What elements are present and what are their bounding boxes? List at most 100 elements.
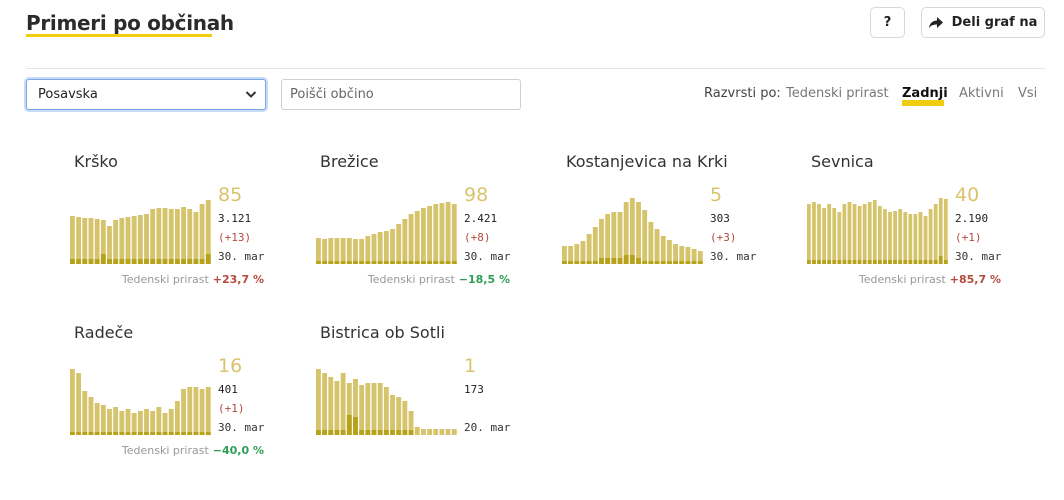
chart-bar-segment	[322, 430, 328, 435]
chart-bar	[451, 204, 457, 264]
chart-bar	[928, 209, 933, 264]
municipality-card[interactable]: Bistrica ob Sotli 1 173 20. mar	[316, 323, 540, 483]
chart-bar-segment	[862, 260, 867, 264]
chart-bar-segment	[383, 261, 389, 264]
chart-bar-segment	[322, 261, 328, 264]
chart-bar-segment	[205, 254, 211, 264]
municipality-card[interactable]: Sevnica 40 2.190 (+1) 30. mar Tedenski priras…	[807, 152, 1031, 312]
chart-bar	[131, 413, 137, 435]
municipality-card[interactable]: Krško 85 3.121 (+13) 30. mar Tedenski prirast…	[70, 152, 294, 312]
sort-option-latest[interactable]: Zadnji	[902, 86, 948, 101]
chart-bar	[205, 387, 211, 435]
municipality-card[interactable]: Radeče 16 401 (+1) 30. mar Tedenski prirast −4…	[70, 323, 294, 483]
latest-value: 1	[464, 355, 477, 377]
chart-bar	[187, 209, 193, 264]
chart-bar	[125, 217, 131, 264]
chart-bar	[903, 212, 908, 264]
chart-bar-segment	[359, 430, 365, 435]
chart-bar	[660, 236, 666, 264]
chart-bar	[888, 212, 892, 264]
chart-bar-segment	[100, 432, 106, 435]
municipality-name: Radeče	[74, 323, 134, 342]
sort-option-all[interactable]: Vsi	[1018, 86, 1038, 101]
chart-bar	[125, 409, 131, 435]
chart-bar	[156, 208, 162, 264]
chart-bar	[908, 214, 913, 264]
weekly-growth-label: Tedenski prirast	[367, 273, 455, 286]
chart-bar-segment	[396, 261, 402, 264]
chart-bar	[328, 238, 334, 264]
chart-bar-segment	[328, 261, 334, 264]
chart-bar	[100, 405, 106, 435]
municipality-card[interactable]: Kostanjevica na Krki 5 303 (+3) 30. mar	[562, 152, 786, 312]
chart-bar	[322, 239, 328, 264]
chart-bar	[119, 411, 125, 435]
region-select[interactable]: Posavska	[26, 79, 266, 110]
chart-bar-segment	[76, 259, 82, 264]
daily-delta: (+1)	[955, 231, 982, 244]
chart-bar-segment	[918, 260, 923, 264]
chevron-down-icon	[245, 91, 257, 98]
chart-bar	[82, 391, 88, 435]
chart-bar	[812, 202, 816, 264]
chart-bar	[193, 212, 199, 264]
chart-bar	[137, 215, 143, 264]
chart-bar	[842, 204, 847, 264]
help-button-label: ?	[883, 15, 892, 30]
help-button[interactable]: ?	[870, 7, 905, 38]
chart-bar-segment	[150, 432, 156, 435]
chart-bar-segment	[390, 430, 395, 435]
chart-bar	[574, 244, 580, 264]
municipality-search-input[interactable]	[281, 79, 521, 110]
chart-bar	[82, 218, 88, 264]
chart-bar-segment	[580, 261, 586, 264]
weekly-growth-label: Tedenski prirast	[858, 273, 946, 286]
chart-bar	[340, 238, 346, 264]
chart-bar-segment	[76, 432, 82, 435]
chart-bar-segment	[125, 259, 131, 264]
chart-bar-segment	[807, 260, 811, 264]
chart-bar	[402, 219, 408, 264]
mini-bar-chart	[807, 198, 948, 264]
chart-bar	[76, 373, 82, 435]
chart-bar-segment	[617, 258, 623, 264]
chart-bar	[679, 246, 685, 264]
share-button[interactable]: Deli graf na	[921, 7, 1045, 38]
chart-bar	[100, 220, 106, 264]
chart-bar-segment	[913, 260, 918, 264]
chart-bar-segment	[205, 432, 211, 435]
chart-bar	[872, 200, 877, 264]
chart-bar	[168, 209, 174, 264]
chart-bar-segment	[822, 260, 826, 264]
daily-delta: (+1)	[218, 402, 245, 415]
chart-bar-segment	[82, 432, 88, 435]
chart-bar-segment	[888, 260, 892, 264]
chart-bar-segment	[168, 432, 174, 435]
chart-bar-segment	[827, 260, 832, 264]
weekly-growth-value: +85,7 %	[949, 273, 1001, 286]
chart-bar	[181, 207, 186, 264]
chart-bar	[427, 429, 432, 435]
sort-option-weekly-growth[interactable]: Tedenski prirast	[786, 86, 889, 101]
chart-bar	[691, 249, 697, 264]
chart-bar-segment	[316, 430, 321, 435]
weekly-growth-value: +23,7 %	[212, 273, 264, 286]
chart-bar-segment	[928, 260, 933, 264]
municipality-card[interactable]: Brežice 98 2.421 (+8) 30. mar Tedenski priras…	[316, 152, 540, 312]
chart-bar	[383, 231, 389, 264]
chart-bar	[439, 429, 445, 435]
chart-bar	[847, 202, 852, 264]
latest-value: 98	[464, 184, 489, 206]
chart-bar-segment	[852, 260, 857, 264]
mini-bar-chart	[562, 198, 703, 264]
sort-option-active[interactable]: Aktivni	[959, 86, 1004, 101]
chart-bar-segment	[629, 255, 635, 264]
chart-bar-segment	[697, 261, 703, 264]
chart-bar	[673, 244, 678, 264]
chart-bar-segment	[88, 432, 94, 435]
share-button-label: Deli graf na	[951, 15, 1038, 30]
region-select-value: Posavska	[38, 87, 98, 102]
chart-bar	[568, 246, 574, 264]
chart-bar-segment	[353, 417, 358, 435]
header-divider	[26, 68, 1045, 69]
